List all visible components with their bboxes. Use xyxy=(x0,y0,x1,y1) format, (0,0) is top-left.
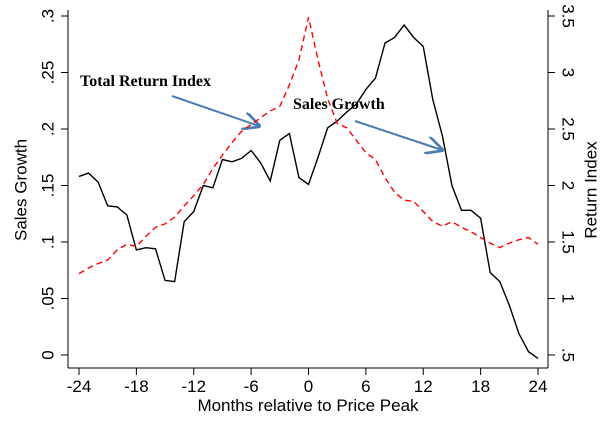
annotation: Sales Growth xyxy=(293,96,385,113)
y-tick-label: .15 xyxy=(38,174,57,198)
y-tick-label: .2 xyxy=(38,122,57,136)
y2-tick-label: 1.5 xyxy=(559,230,578,254)
y-tick-label: 0 xyxy=(38,350,57,359)
series-line xyxy=(78,16,539,275)
y2-tick-label: 3.5 xyxy=(559,4,578,28)
annotation-arrow xyxy=(354,120,442,150)
y-tick-label: .3 xyxy=(38,9,57,23)
y-tick-label: .05 xyxy=(38,287,57,311)
x-tick-label: 24 xyxy=(529,377,548,396)
annotation-arrow xyxy=(171,95,259,126)
x-tick-label: -12 xyxy=(181,377,206,396)
x-tick-label: 18 xyxy=(471,377,490,396)
x-tick-label: -18 xyxy=(124,377,149,396)
y2-axis-title: Return Index xyxy=(581,141,600,239)
series-line xyxy=(78,23,539,359)
y2-tick-label: .5 xyxy=(559,348,578,362)
x-tick-label: 6 xyxy=(361,377,370,396)
x-tick-label: 0 xyxy=(304,377,313,396)
y2-tick-label: 3 xyxy=(559,68,578,77)
x-axis-title: Months relative to Price Peak xyxy=(197,396,419,415)
x-tick-label: -6 xyxy=(244,377,259,396)
y-axis-title: Sales Growth xyxy=(11,139,30,241)
x-tick-label: -24 xyxy=(67,377,92,396)
y2-tick-label: 2 xyxy=(559,181,578,190)
y-tick-label: .1 xyxy=(38,235,57,249)
y-tick-label: .25 xyxy=(38,61,57,85)
x-tick-label: 12 xyxy=(414,377,433,396)
y2-tick-label: 1 xyxy=(559,294,578,303)
y2-tick-label: 2.5 xyxy=(559,117,578,141)
annotation: Total Return Index xyxy=(80,73,211,90)
